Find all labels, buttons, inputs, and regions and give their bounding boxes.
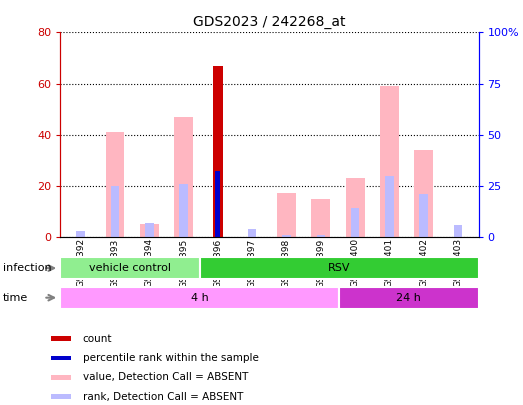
Bar (248, 229, 256, 237)
Text: rank, Detection Call = ABSENT: rank, Detection Call = ABSENT (83, 392, 243, 402)
Bar (140, 224, 159, 237)
Bar (351, 208, 359, 237)
Text: 4 h: 4 h (191, 293, 209, 303)
FancyBboxPatch shape (339, 287, 479, 309)
Bar (380, 86, 399, 237)
Text: infection: infection (3, 263, 51, 273)
Bar (311, 198, 330, 237)
Bar (316, 235, 325, 237)
Bar (106, 132, 124, 237)
FancyBboxPatch shape (60, 257, 200, 279)
Bar (76, 231, 85, 237)
Title: GDS2023 / 242268_at: GDS2023 / 242268_at (193, 15, 346, 29)
FancyBboxPatch shape (51, 356, 71, 360)
Bar (213, 66, 223, 237)
Text: value, Detection Call = ABSENT: value, Detection Call = ABSENT (83, 373, 248, 382)
FancyBboxPatch shape (51, 336, 71, 341)
Text: RSV: RSV (328, 263, 350, 273)
Bar (414, 150, 433, 237)
Bar (453, 225, 462, 237)
Text: percentile rank within the sample: percentile rank within the sample (83, 353, 259, 363)
FancyBboxPatch shape (60, 287, 339, 309)
Text: time: time (3, 293, 28, 303)
Bar (277, 194, 296, 237)
Bar (111, 186, 119, 237)
FancyBboxPatch shape (51, 375, 71, 380)
Bar (419, 194, 428, 237)
FancyBboxPatch shape (200, 257, 479, 279)
Bar (174, 117, 193, 237)
Bar (145, 223, 154, 237)
Bar (215, 171, 221, 237)
Text: count: count (83, 334, 112, 343)
FancyBboxPatch shape (51, 394, 71, 399)
Text: vehicle control: vehicle control (89, 263, 171, 273)
Bar (179, 184, 188, 237)
Text: 24 h: 24 h (396, 293, 421, 303)
Bar (282, 235, 291, 237)
Bar (346, 178, 365, 237)
Bar (385, 176, 394, 237)
